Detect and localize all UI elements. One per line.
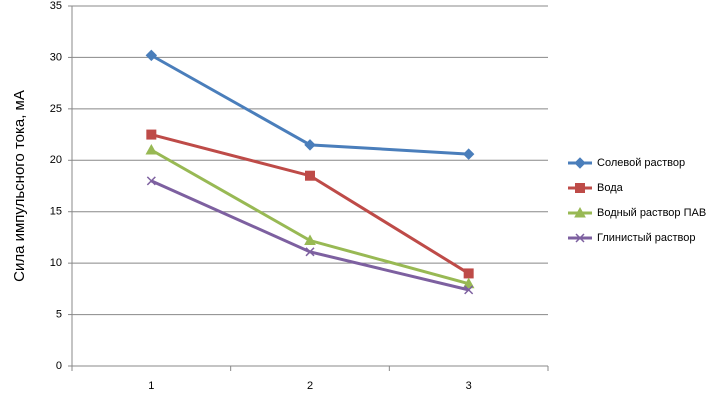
x-tick-label: 3 [466, 380, 472, 392]
marker [146, 176, 156, 186]
marker [462, 148, 475, 160]
y-tick-label: 0 [56, 360, 62, 372]
legend-marker [574, 157, 586, 169]
marker [145, 143, 158, 155]
y-axis-label: Сила импульсного тока, мА [11, 90, 28, 282]
legend-marker [575, 183, 585, 193]
marker [462, 277, 475, 289]
marker [463, 268, 474, 279]
series-line [150, 148, 470, 286]
marker [304, 234, 316, 246]
marker [304, 139, 316, 151]
y-tick-label: 25 [50, 103, 62, 115]
y-tick-label: 15 [50, 206, 62, 218]
marker [305, 247, 315, 257]
legend-label: Солевой раствор [597, 157, 685, 169]
marker [464, 285, 474, 295]
legend-label: Водный раствор ПАВ [597, 207, 706, 219]
legend-label: Вода [597, 182, 624, 194]
legend-marker [575, 233, 585, 243]
y-tick-label: 20 [50, 154, 62, 166]
y-tick-label: 5 [56, 308, 62, 320]
marker [305, 170, 315, 181]
legend-label: Глинистый раствор [597, 232, 696, 244]
marker [145, 49, 158, 62]
marker [146, 129, 157, 140]
y-tick-label: 10 [50, 257, 62, 269]
legend-marker [574, 206, 586, 218]
y-tick-label: 35 [50, 0, 62, 12]
y-tick-label: 30 [50, 51, 62, 63]
x-tick-label: 2 [307, 380, 313, 392]
x-tick-label: 1 [148, 380, 154, 392]
